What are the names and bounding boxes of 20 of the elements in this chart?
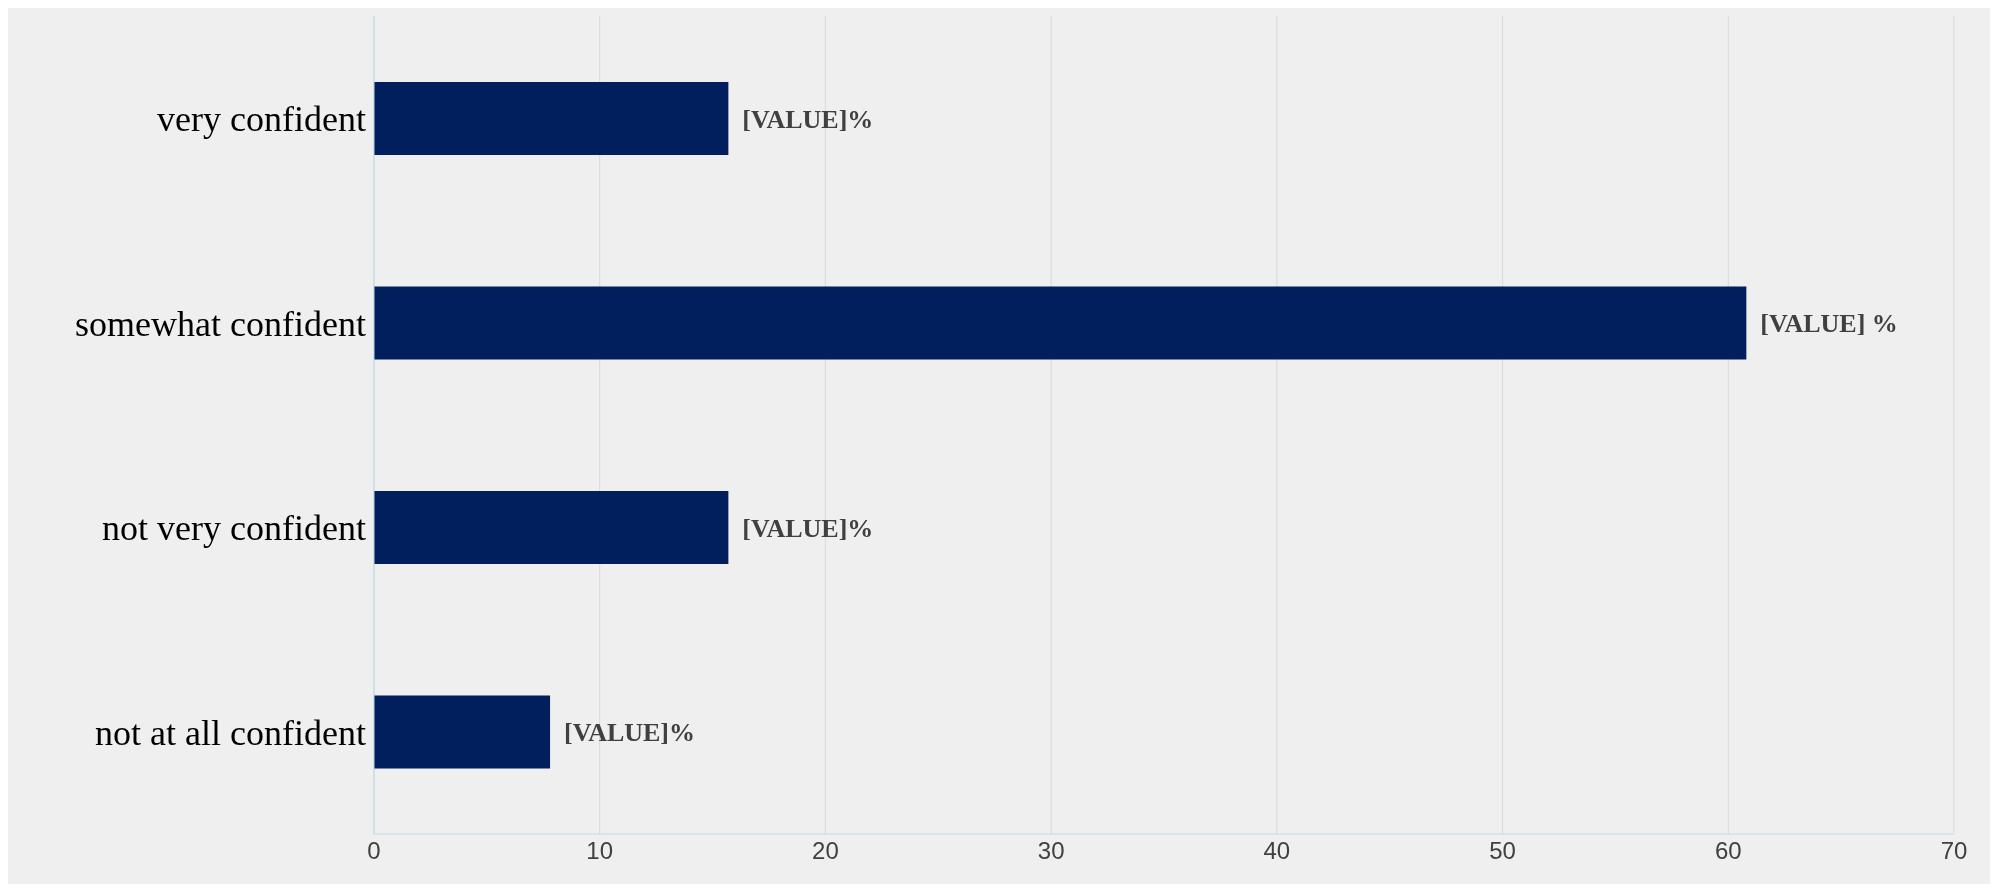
y-tick-label: not very confident (102, 508, 366, 549)
data-label: [VALUE]% (564, 718, 696, 748)
data-label: [VALUE]% (742, 513, 874, 543)
x-tick-label: 30 (1037, 837, 1065, 865)
y-tick-label: somewhat confident (75, 303, 366, 344)
x-tick-label: 50 (1489, 837, 1516, 865)
x-tick-label: 10 (586, 837, 614, 865)
x-tick-label: 20 (812, 837, 839, 865)
bar (374, 695, 551, 769)
x-tick-label: 70 (1940, 837, 1968, 865)
data-label: [VALUE] % (1760, 309, 1898, 339)
bar (374, 286, 1747, 360)
bar (374, 491, 729, 564)
x-tick-label: 60 (1714, 837, 1742, 865)
bar (374, 82, 729, 155)
y-tick-label: very confident (157, 99, 366, 140)
data-label: [VALUE]% (742, 104, 874, 134)
y-tick-label: not at all confident (95, 712, 366, 753)
x-tick-label: 40 (1263, 837, 1291, 865)
x-tick-label: 0 (367, 837, 381, 865)
